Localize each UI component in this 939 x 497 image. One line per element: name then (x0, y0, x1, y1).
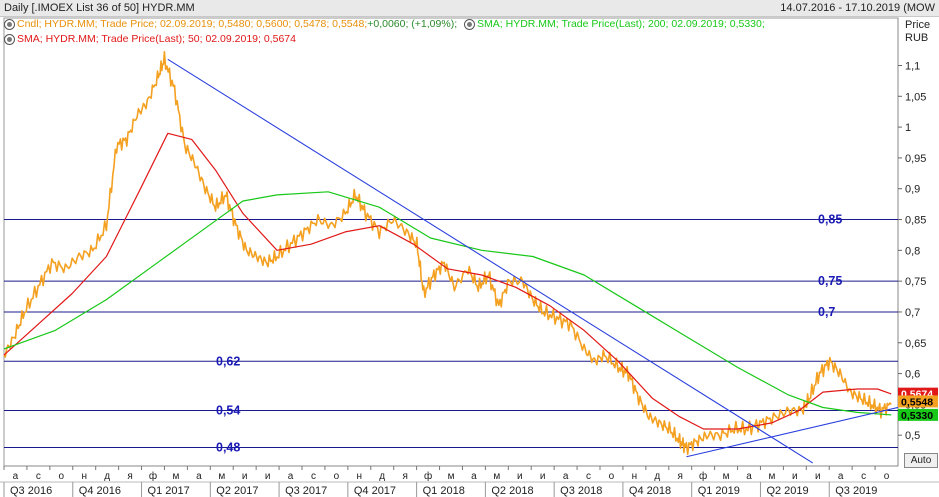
level-label: 0,85 (818, 213, 842, 227)
legend-candle-change: +0,0060; (+1,09%); (367, 18, 458, 30)
series-line-sma50 (3, 132, 892, 430)
x-month-label: я (127, 471, 132, 482)
x-month-label: и (242, 471, 248, 482)
x-quarter-label: Q2 2017 (216, 485, 258, 497)
price-tag-bg (898, 395, 938, 408)
legend-sma50-text: SMA; HYDR.MM; Trade Price(Last); 50; 02.… (17, 33, 296, 45)
level-label: 0,7 (818, 305, 835, 319)
x-month-label: о (884, 471, 890, 482)
x-month-label: н (357, 471, 363, 482)
x-month-label: и (265, 471, 271, 482)
x-month-label: д (379, 471, 385, 482)
x-month-label: а (838, 471, 844, 482)
axis-title-price: Price (905, 19, 930, 31)
x-month-label: м (768, 471, 775, 482)
x-month-label: и (792, 471, 798, 482)
y-tick-label: 1,05 (905, 91, 926, 103)
legend-row-2: SMA; HYDR.MM; Trade Price(Last); 50; 02.… (4, 33, 300, 49)
level-label: 0,62 (216, 354, 240, 368)
legend-sma200-text: SMA; HYDR.MM; Trade Price(Last); 200; 02… (477, 18, 765, 30)
legend-sma50[interactable]: SMA; HYDR.MM; Trade Price(Last); 50; 02.… (4, 33, 296, 46)
auto-scale-button[interactable]: Auto (904, 453, 938, 468)
x-month-label: ф (424, 470, 432, 482)
plot-frame (3, 17, 899, 467)
level-label: 0,75 (818, 274, 842, 288)
x-quarter-label: Q1 2019 (698, 485, 740, 497)
indicator-settings-icon[interactable] (4, 19, 15, 30)
window-title-bar: Daily [.IMOEX List 36 of 50] HYDR.MM 14.… (0, 0, 939, 17)
x-month-label: с (311, 471, 316, 482)
legend-sma200[interactable]: SMA; HYDR.MM; Trade Price(Last); 200; 02… (464, 18, 765, 31)
y-tick-label: 0,5 (905, 430, 920, 442)
x-month-label: м (218, 471, 225, 482)
x-month-label: д (104, 471, 110, 482)
x-month-label: м (493, 471, 500, 482)
x-month-label: и (517, 471, 523, 482)
x-month-label: с (586, 471, 591, 482)
x-quarter-label: Q3 2017 (285, 485, 327, 497)
x-quarter-label: Q4 2018 (629, 485, 671, 497)
legend-row-1: Cndl; HYDR.MM; Trade Price; 02.09.2019; … (4, 18, 769, 34)
indicator-settings-icon[interactable] (464, 19, 476, 30)
x-month-label: я (678, 471, 683, 482)
series-line-price (3, 51, 892, 456)
y-tick-label: 0,85 (905, 215, 926, 227)
y-tick-label: 0,6 (905, 369, 920, 381)
x-month-label: а (288, 471, 294, 482)
y-tick-label: 0,95 (905, 153, 926, 165)
x-quarter-label: Q2 2018 (491, 485, 533, 497)
x-quarter-label: Q3 2018 (560, 485, 602, 497)
x-quarter-label: Q3 2019 (835, 485, 877, 497)
axis-title-currency: RUB (905, 32, 928, 44)
y-tick-label: 1 (905, 122, 911, 134)
x-month-label: а (13, 471, 19, 482)
x-quarter-label: Q4 2016 (79, 485, 121, 497)
level-label: 0,48 (216, 441, 240, 455)
legend-candle[interactable]: Cndl; HYDR.MM; Trade Price; 02.09.2019; … (4, 18, 457, 31)
x-month-label: и (540, 471, 546, 482)
legend-candle-text: Cndl; HYDR.MM; Trade Price; 02.09.2019; … (17, 18, 368, 30)
x-month-label: и (815, 471, 821, 482)
chart-title: Daily [.IMOEX List 36 of 50] HYDR.MM (4, 2, 195, 14)
x-month-label: д (654, 471, 660, 482)
x-quarter-label: Q1 2018 (423, 485, 465, 497)
x-month-label: а (563, 471, 569, 482)
x-month-label: о (59, 471, 65, 482)
x-month-label: м (723, 471, 730, 482)
trendline (686, 406, 899, 458)
x-month-label: с (36, 471, 41, 482)
y-tick-label: 0,65 (905, 338, 926, 350)
x-quarter-label: Q1 2017 (148, 485, 190, 497)
x-month-label: а (471, 471, 477, 482)
price-tag-bg (898, 408, 938, 421)
x-month-label: м (172, 471, 179, 482)
series-line-sma200 (3, 191, 892, 416)
x-quarter-label: Q3 2016 (10, 485, 52, 497)
y-tick-label: 1,1 (905, 60, 920, 72)
x-month-label: ф (149, 470, 157, 482)
x-month-label: н (632, 471, 638, 482)
x-month-label: а (746, 471, 752, 482)
x-month-label: о (334, 471, 340, 482)
x-quarter-label: Q4 2017 (354, 485, 396, 497)
x-month-label: н (81, 471, 87, 482)
y-tick-label: 0,75 (905, 276, 926, 288)
x-month-label: о (609, 471, 615, 482)
price-tag-label: 0,5548 (901, 396, 933, 408)
x-month-label: с (861, 471, 866, 482)
x-month-label: ф (699, 470, 707, 482)
x-month-label: м (448, 471, 455, 482)
trendline (167, 58, 813, 464)
y-tick-label: 0,7 (905, 307, 920, 319)
y-tick-label: 0,8 (905, 245, 920, 257)
x-quarter-label: Q2 2019 (766, 485, 808, 497)
price-tag-label: 0,5330 (901, 410, 933, 422)
x-month-label: я (402, 471, 407, 482)
x-month-label: а (196, 471, 202, 482)
level-label: 0,54 (216, 404, 240, 418)
indicator-settings-icon[interactable] (4, 34, 15, 45)
y-tick-label: 0,9 (905, 184, 920, 196)
date-range: 14.07.2016 - 17.10.2019 (MOW (780, 2, 935, 14)
